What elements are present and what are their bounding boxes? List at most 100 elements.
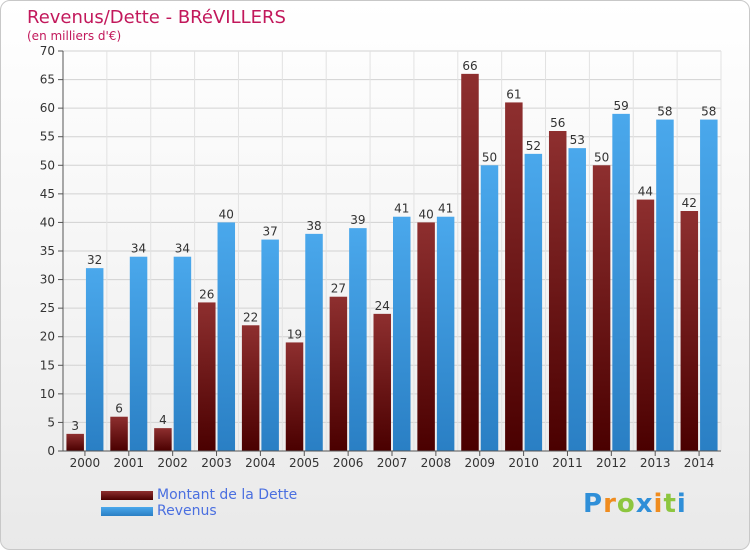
- data-label-revenus: 58: [701, 105, 716, 119]
- bar-revenus: [612, 113, 630, 451]
- logo-letter: i: [676, 489, 687, 519]
- bar-debt: [285, 342, 304, 451]
- logo-letter: o: [616, 489, 636, 519]
- data-label-debt: 66: [462, 59, 477, 73]
- data-label-debt: 56: [550, 116, 565, 130]
- x-tick-label: 2011: [552, 456, 583, 470]
- x-tick-label: 2004: [245, 456, 276, 470]
- bar-revenus: [173, 256, 192, 451]
- logo-letter: r: [603, 489, 617, 519]
- bar-revenus: [568, 148, 586, 451]
- data-label-revenus: 52: [526, 139, 541, 153]
- data-label-revenus: 39: [350, 213, 365, 227]
- x-tick-label: 2009: [464, 456, 495, 470]
- bar-debt: [680, 211, 699, 451]
- x-tick-label: 2006: [333, 456, 364, 470]
- bar-debt: [592, 165, 611, 452]
- data-label-debt: 4: [159, 413, 167, 427]
- bar-revenus: [656, 119, 674, 452]
- data-label-revenus: 41: [438, 202, 453, 216]
- data-label-revenus: 41: [394, 202, 409, 216]
- data-label-debt: 26: [199, 287, 214, 301]
- y-tick-label: 50: [40, 158, 55, 172]
- data-label-revenus: 59: [613, 99, 628, 113]
- chart-subtitle: (en milliers d'€): [27, 29, 122, 43]
- bar-debt: [505, 102, 523, 451]
- y-tick-label: 40: [40, 215, 55, 229]
- grid-lines: [62, 50, 722, 452]
- logo-letter: P: [583, 489, 604, 519]
- bar-revenus: [700, 119, 718, 452]
- y-tick-label: 30: [40, 273, 55, 287]
- data-label-debt: 6: [115, 402, 123, 416]
- legend-swatch-revenus: [101, 506, 153, 516]
- bar-revenus: [85, 268, 104, 451]
- legend-label-debt: Montant de la Dette: [157, 487, 298, 503]
- x-tick-label: 2002: [157, 456, 188, 470]
- bar-debt: [636, 199, 655, 451]
- data-label-debt: 3: [71, 419, 79, 433]
- y-tick-label: 10: [40, 387, 55, 401]
- bar-revenus: [349, 228, 367, 451]
- data-label-debt: 50: [594, 150, 609, 164]
- bar-debt: [548, 131, 567, 451]
- bar-revenus: [393, 216, 411, 451]
- x-tick-label: 2007: [377, 456, 408, 470]
- bar-revenus: [217, 222, 236, 451]
- bar-debt: [417, 222, 435, 451]
- data-label-revenus: 34: [175, 242, 190, 256]
- data-label-debt: 44: [638, 185, 653, 199]
- x-tick-label: 2013: [640, 456, 671, 470]
- data-label-debt: 42: [682, 196, 697, 210]
- bar-revenus: [436, 216, 455, 451]
- x-tick-label: 2001: [114, 456, 145, 470]
- y-tick-label: 15: [40, 358, 55, 372]
- logo-letter: x: [635, 489, 654, 519]
- bar-debt: [154, 428, 172, 451]
- data-label-revenus: 58: [657, 105, 672, 119]
- chart-title: Revenus/Dette - BRéVILLERS: [27, 7, 286, 28]
- bar-revenus: [524, 153, 543, 451]
- data-label-debt: 61: [506, 87, 521, 101]
- legend-item-revenus: Revenus: [101, 503, 297, 519]
- x-tick-label: 2008: [421, 456, 452, 470]
- y-tick-label: 55: [40, 130, 55, 144]
- bar-revenus: [129, 256, 148, 451]
- x-tick-label: 2000: [70, 456, 101, 470]
- data-label-revenus: 53: [570, 133, 585, 147]
- y-tick-label: 60: [40, 101, 55, 115]
- data-label-debt: 40: [418, 207, 433, 221]
- y-tick-label: 65: [40, 73, 55, 87]
- bar-revenus: [305, 233, 323, 451]
- data-label-revenus: 34: [131, 242, 146, 256]
- bar-revenus: [480, 165, 499, 452]
- data-label-debt: 24: [375, 299, 390, 313]
- x-tick-label: 2003: [201, 456, 232, 470]
- y-tick-label: 35: [40, 244, 55, 258]
- data-label-debt: 27: [331, 282, 346, 296]
- bars: 3 32 6 34 4 34 26 40 22 37 19 38 27 39 24 41 40 41 66 50 61 5…: [66, 59, 718, 452]
- data-label-revenus: 32: [87, 253, 102, 267]
- bar-debt: [329, 296, 348, 451]
- legend-item-debt: Montant de la Dette: [101, 487, 297, 503]
- bar-debt: [66, 433, 84, 451]
- y-tick-label: 5: [47, 415, 55, 429]
- bar-debt: [198, 302, 216, 451]
- data-label-debt: 22: [243, 310, 258, 324]
- data-label-revenus: 38: [306, 219, 321, 233]
- data-label-revenus: 50: [482, 150, 497, 164]
- bar-debt: [373, 313, 391, 451]
- y-tick-label: 0: [47, 444, 55, 458]
- bar-debt: [241, 325, 260, 451]
- legend: Montant de la Dette Revenus: [101, 487, 297, 519]
- x-tick-label: 2010: [508, 456, 539, 470]
- y-axis: 0 5 10 15 20 25 30 35 40 45 50 55 60 65 70: [40, 44, 64, 458]
- data-label-revenus: 37: [263, 225, 278, 239]
- data-label-debt: 19: [287, 327, 302, 341]
- x-axis: 2000 2001 2002 2003 2004 2005 2006 2007 2008 2009…: [63, 450, 721, 470]
- y-tick-label: 20: [40, 330, 55, 344]
- y-tick-label: 45: [40, 187, 55, 201]
- legend-label-revenus: Revenus: [157, 503, 217, 519]
